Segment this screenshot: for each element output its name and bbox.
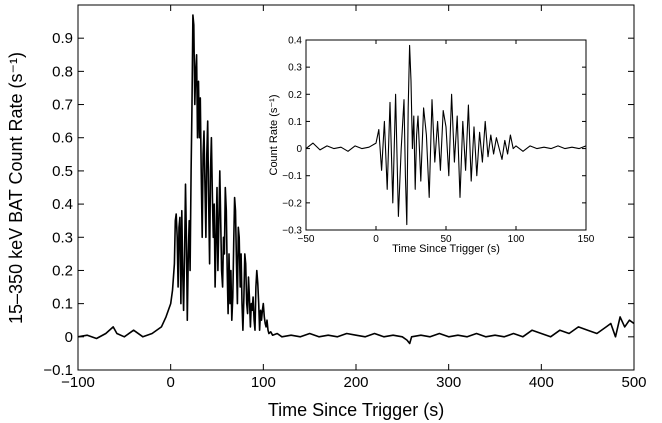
- inset-x-tick-label: −50: [298, 234, 315, 245]
- main-chart: −100 0 100 200 300 400 500 −0.100.10.20.30.40.…: [6, 4, 647, 420]
- inset-y-axis: −0.3 −0.2 −0.1 0 0.1 0.2 0.3 0.4: [282, 36, 586, 237]
- main-x-tick-label: −100: [61, 374, 95, 391]
- inset-chart: −50 0 50 100 150 −0.3 −0.2 −0.1 0 0.1 0.2 0.3 0.4 T…: [268, 36, 595, 256]
- main-y-axis-label: 15–350 keV BAT Count Rate (s⁻¹): [6, 52, 26, 324]
- main-y-tick-label: 0.9: [52, 30, 73, 47]
- inset-y-tick-label: −0.2: [282, 198, 302, 209]
- inset-y-axis-label: Count Rate (s⁻¹): [268, 95, 280, 176]
- main-y-tick-label: 0.4: [52, 196, 73, 213]
- main-x-tick-label: 300: [436, 374, 461, 391]
- inset-y-tick-label: 0.1: [288, 117, 302, 128]
- main-y-tick-label: −0.1: [43, 362, 73, 379]
- main-y-tick-label: 0.8: [52, 63, 73, 80]
- main-x-axis-label: Time Since Trigger (s): [268, 400, 444, 420]
- inset-x-axis: −50 0 50 100 150: [298, 40, 595, 245]
- inset-x-axis-label: Time Since Trigger (s): [392, 243, 500, 255]
- main-x-tick-label: 400: [529, 374, 554, 391]
- main-y-tick-label: 0.3: [52, 229, 73, 246]
- inset-y-tick-label: 0.2: [288, 90, 302, 101]
- main-y-tick-label: 0.7: [52, 97, 73, 114]
- inset-y-tick-label: 0.3: [288, 63, 302, 74]
- inset-x-tick-label: 100: [508, 234, 525, 245]
- main-x-tick-label: 0: [166, 374, 174, 391]
- main-y-tick-label: 0.2: [52, 262, 73, 279]
- main-y-tick-label: 0.6: [52, 130, 73, 147]
- main-x-tick-label: 100: [251, 374, 276, 391]
- main-y-tick-label: 0.5: [52, 163, 73, 180]
- inset-series-line: [305, 44, 587, 226]
- inset-y-tick-label: −0.1: [282, 171, 302, 182]
- inset-x-tick-label: 0: [373, 234, 379, 245]
- inset-y-tick-label: −0.3: [282, 226, 302, 237]
- inset-y-tick-label: 0.4: [288, 36, 302, 47]
- main-y-axis: −0.1 0 0.1 0.2 0.3 0.4 0.5 0.6 0.7 0.8 0.9: [43, 30, 634, 379]
- main-x-tick-label: 200: [343, 374, 368, 391]
- main-y-tick-label: 0.1: [52, 296, 73, 313]
- inset-y-tick-label: 0: [296, 144, 302, 155]
- inset-x-tick-label: 50: [440, 234, 452, 245]
- main-series-line: [77, 14, 635, 345]
- main-x-tick-label: 500: [621, 374, 646, 391]
- inset-x-tick-label: 150: [578, 234, 595, 245]
- main-x-axis: −100 0 100 200 300 400 500: [61, 5, 647, 391]
- main-y-tick-label: 0: [65, 329, 73, 346]
